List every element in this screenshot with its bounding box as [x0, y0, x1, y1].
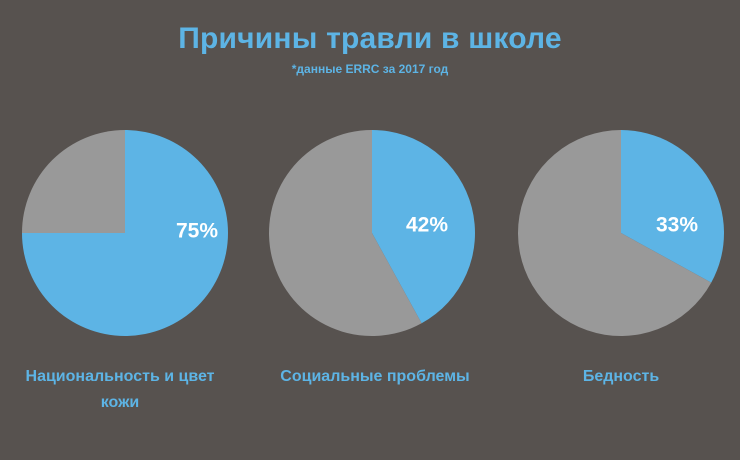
chart-subtitle: *данные ERRC за 2017 год: [291, 62, 449, 76]
category-label-ethnicity: Национальность и цвет кожи: [25, 368, 215, 411]
pie-slice-social-primary: [372, 130, 476, 324]
category-label-social: Социальные проблемы: [280, 368, 470, 385]
pie-value-label-social: 42%: [406, 214, 448, 237]
pie-chart-ethnicity: 75%: [20, 128, 230, 338]
pie-slice-poverty-primary: [621, 130, 725, 283]
pie-chart-poverty: 33%: [516, 128, 726, 338]
chart-title: Причины травли в школе: [178, 22, 562, 55]
pie-chart-social: 42%: [267, 128, 477, 338]
pie-value-label-ethnicity: 75%: [176, 220, 218, 243]
pie-slice-poverty-secondary: [518, 130, 712, 336]
category-label-poverty: Бедность: [582, 368, 660, 385]
pie-slice-social-secondary: [269, 130, 422, 336]
pie-slice-ethnicity-secondary: [22, 130, 125, 233]
pie-value-label-poverty: 33%: [656, 214, 698, 237]
